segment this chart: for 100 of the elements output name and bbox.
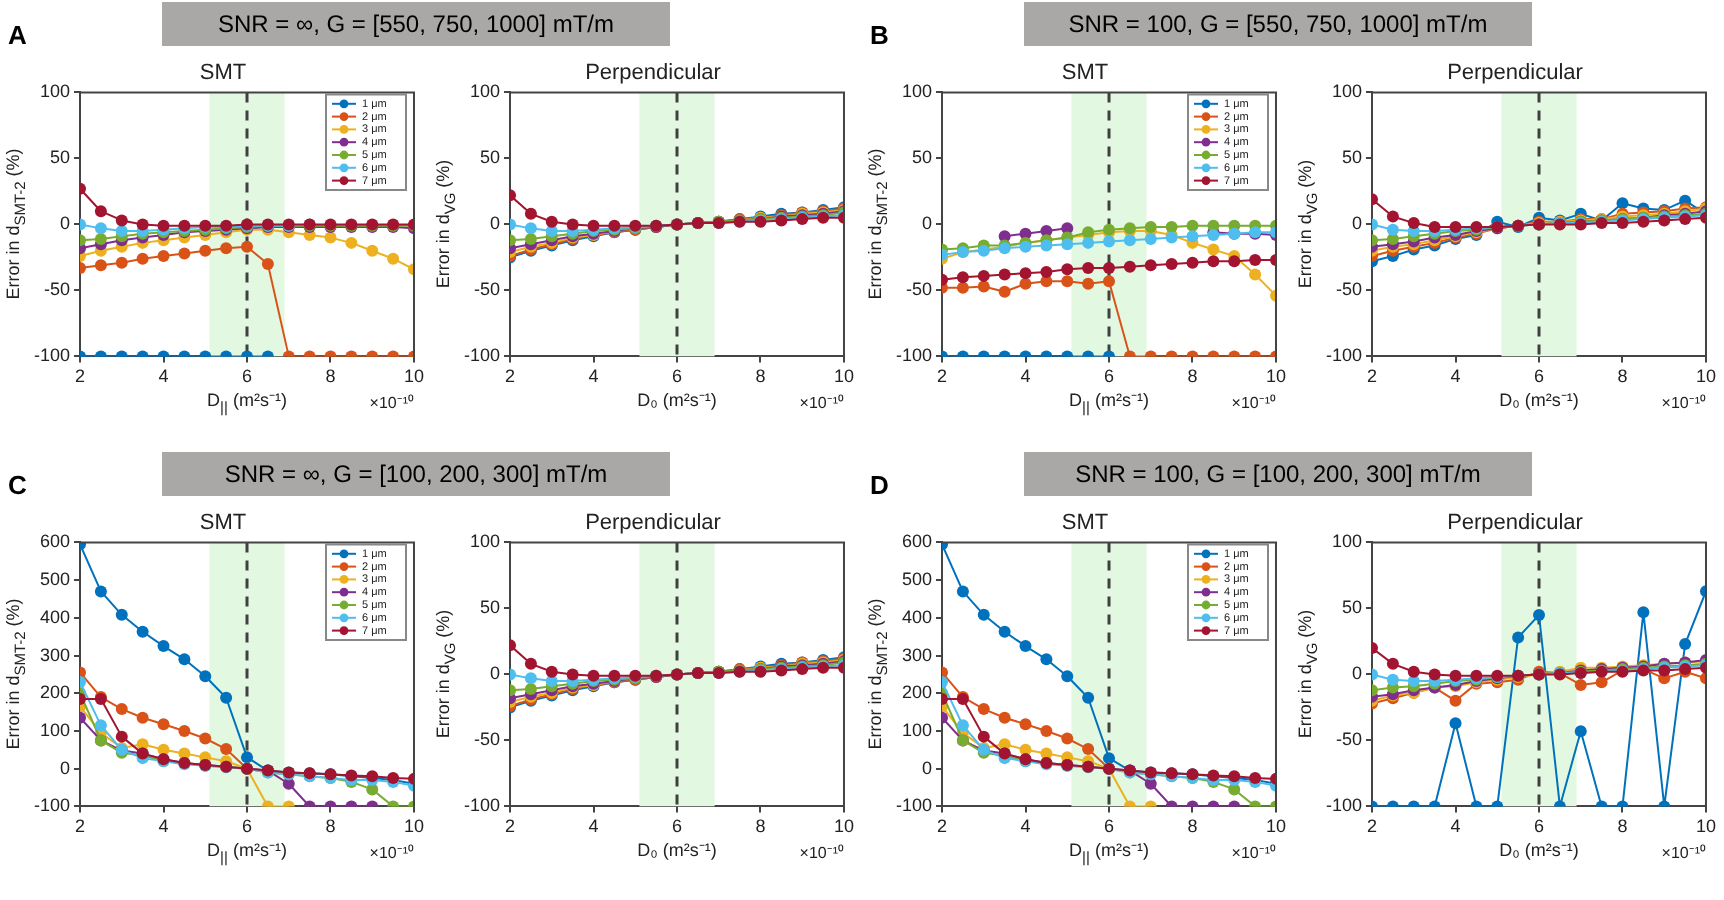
point xyxy=(998,625,1011,638)
y-tick-label: -100 xyxy=(464,795,501,816)
x-tick-label: 2 xyxy=(937,366,948,387)
point xyxy=(998,285,1011,298)
point xyxy=(1637,606,1650,619)
text: ×10⁻¹⁰ xyxy=(1661,842,1706,863)
y-tick-label: 500 xyxy=(39,569,71,590)
point xyxy=(136,625,149,638)
x-tick-label: 10 xyxy=(1265,366,1286,387)
x-tick-label: 2 xyxy=(505,816,516,837)
y-tick-label: -50 xyxy=(1336,279,1363,300)
y-tick-label: 400 xyxy=(901,606,933,627)
x-tick-label: 8 xyxy=(755,366,766,387)
point xyxy=(1449,694,1462,707)
point xyxy=(1228,255,1241,268)
point xyxy=(1533,609,1546,621)
x-tick-label: 10 xyxy=(833,816,854,837)
x-axis-title: D₀ (m²s⁻¹) xyxy=(1499,838,1579,863)
point xyxy=(1386,673,1399,686)
x-tick-label: 2 xyxy=(75,816,86,837)
point xyxy=(1186,230,1199,243)
y-tick-label: 100 xyxy=(1331,81,1363,102)
x-tick-label: 4 xyxy=(588,366,599,387)
point xyxy=(1061,732,1074,745)
point xyxy=(1103,235,1116,248)
y-tick-label: 100 xyxy=(469,81,501,102)
y-tick-label: 400 xyxy=(39,606,71,627)
point xyxy=(1165,221,1178,234)
x-tick-label: 6 xyxy=(671,366,683,387)
point xyxy=(94,205,107,218)
x-axis-title: D₀ (m²s⁻¹) xyxy=(637,388,717,413)
y-tick-label: -100 xyxy=(34,795,71,816)
point xyxy=(115,730,128,743)
y-tick-label: -100 xyxy=(464,345,501,366)
point xyxy=(956,585,969,598)
point xyxy=(1186,256,1199,269)
point xyxy=(94,585,107,598)
point xyxy=(1040,653,1053,666)
point xyxy=(998,268,1011,281)
point xyxy=(1186,219,1199,232)
x-tick-label: 4 xyxy=(158,816,169,837)
y-tick-label: -100 xyxy=(34,345,71,366)
y-tick-label: 50 xyxy=(1342,597,1363,618)
point xyxy=(1144,259,1157,272)
point xyxy=(1616,197,1629,210)
x-tick-label: 10 xyxy=(1695,366,1716,387)
point xyxy=(1428,668,1441,681)
y-tick-label: 100 xyxy=(901,81,933,102)
point xyxy=(998,711,1011,724)
point xyxy=(956,719,969,732)
point xyxy=(1103,275,1116,288)
text: SNR = 100, G = [550, 750, 1000] mT/m xyxy=(1024,2,1532,46)
point xyxy=(977,608,990,621)
point xyxy=(1407,217,1420,230)
point xyxy=(324,231,337,244)
point xyxy=(1061,263,1074,276)
point xyxy=(157,718,170,731)
point xyxy=(524,222,537,235)
text: SNR = ∞, G = [550, 750, 1000] mT/m xyxy=(162,2,670,46)
chart-title: Perpendicular xyxy=(585,61,722,86)
point xyxy=(1103,261,1116,274)
point xyxy=(1019,718,1032,731)
y-tick-label: 0 xyxy=(60,757,71,778)
x-tick-label: 6 xyxy=(1103,366,1115,387)
y-tick-label: 0 xyxy=(1352,213,1363,234)
chart-title: SMT xyxy=(1061,61,1109,86)
point xyxy=(1449,717,1462,730)
y-tick-label: 50 xyxy=(1342,147,1363,168)
text: ×10⁻¹⁰ xyxy=(799,842,844,863)
text: D xyxy=(870,470,889,500)
x-tick-label: 4 xyxy=(1020,816,1031,837)
point xyxy=(199,244,212,257)
point xyxy=(366,244,379,257)
point xyxy=(1574,678,1587,691)
point xyxy=(1082,691,1095,704)
point xyxy=(345,236,358,249)
y-tick-label: 100 xyxy=(39,719,71,740)
x-tick-label: 2 xyxy=(75,366,86,387)
point xyxy=(1165,258,1178,270)
y-tick-label: -50 xyxy=(44,279,71,300)
point xyxy=(977,269,990,282)
point xyxy=(524,657,537,670)
point xyxy=(1207,243,1220,256)
x-tick-label: 6 xyxy=(1533,366,1545,387)
x-tick-label: 4 xyxy=(1020,366,1031,387)
y-tick-label: -100 xyxy=(1326,345,1363,366)
x-axis-title: D$_{||}$ (m²s⁻¹) xyxy=(207,838,287,866)
point xyxy=(387,252,400,265)
x-tick-label: 6 xyxy=(1103,816,1115,837)
chart-title: Perpendicular xyxy=(585,511,722,536)
point xyxy=(1249,268,1262,281)
x-tick-label: 10 xyxy=(1265,816,1286,837)
point xyxy=(1061,238,1074,251)
point xyxy=(1019,267,1032,280)
text: ×10⁻¹⁰ xyxy=(1231,392,1276,413)
text: SNR = ∞, G = [100, 200, 300] mT/m xyxy=(162,452,670,496)
x-tick-label: 8 xyxy=(1187,816,1198,837)
y-tick-label: 0 xyxy=(922,757,933,778)
y-tick-label: 100 xyxy=(39,81,71,102)
point xyxy=(199,670,212,683)
